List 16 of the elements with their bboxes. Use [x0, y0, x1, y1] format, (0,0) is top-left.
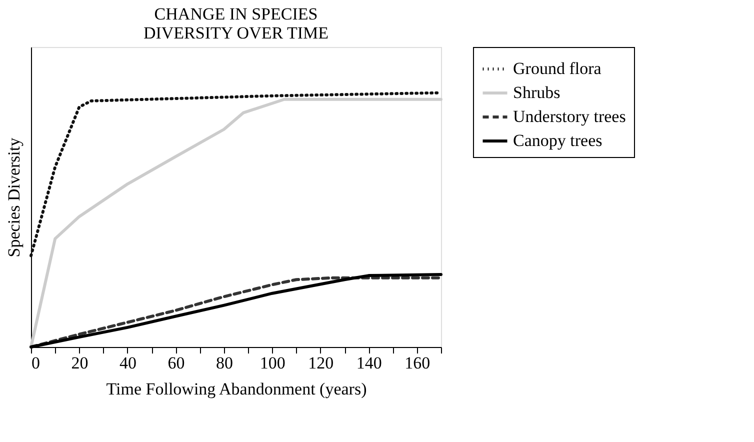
x-tick-label: 80 — [216, 354, 233, 372]
legend-label: Understory trees — [513, 107, 626, 126]
x-tick-label: 120 — [308, 354, 334, 372]
x-tick-label: 100 — [260, 354, 286, 372]
x-tick-label: 140 — [356, 354, 382, 372]
legend-label: Ground flora — [513, 59, 602, 78]
x-axis-title: Time Following Abandonment (years) — [106, 380, 367, 398]
legend-label: Canopy trees — [513, 131, 602, 150]
x-tick-label: 20 — [71, 354, 88, 372]
chart-title: CHANGE IN SPECIES DIVERSITY OVER TIME — [143, 4, 329, 42]
y-axis-title: Species Diversity — [4, 137, 24, 258]
x-tick-label: 40 — [119, 354, 136, 372]
x-tick-label: 160 — [404, 354, 430, 372]
x-tick-label: 0 — [32, 354, 40, 372]
legend-label: Shrubs — [513, 83, 560, 102]
x-tick-label: 60 — [168, 354, 185, 372]
